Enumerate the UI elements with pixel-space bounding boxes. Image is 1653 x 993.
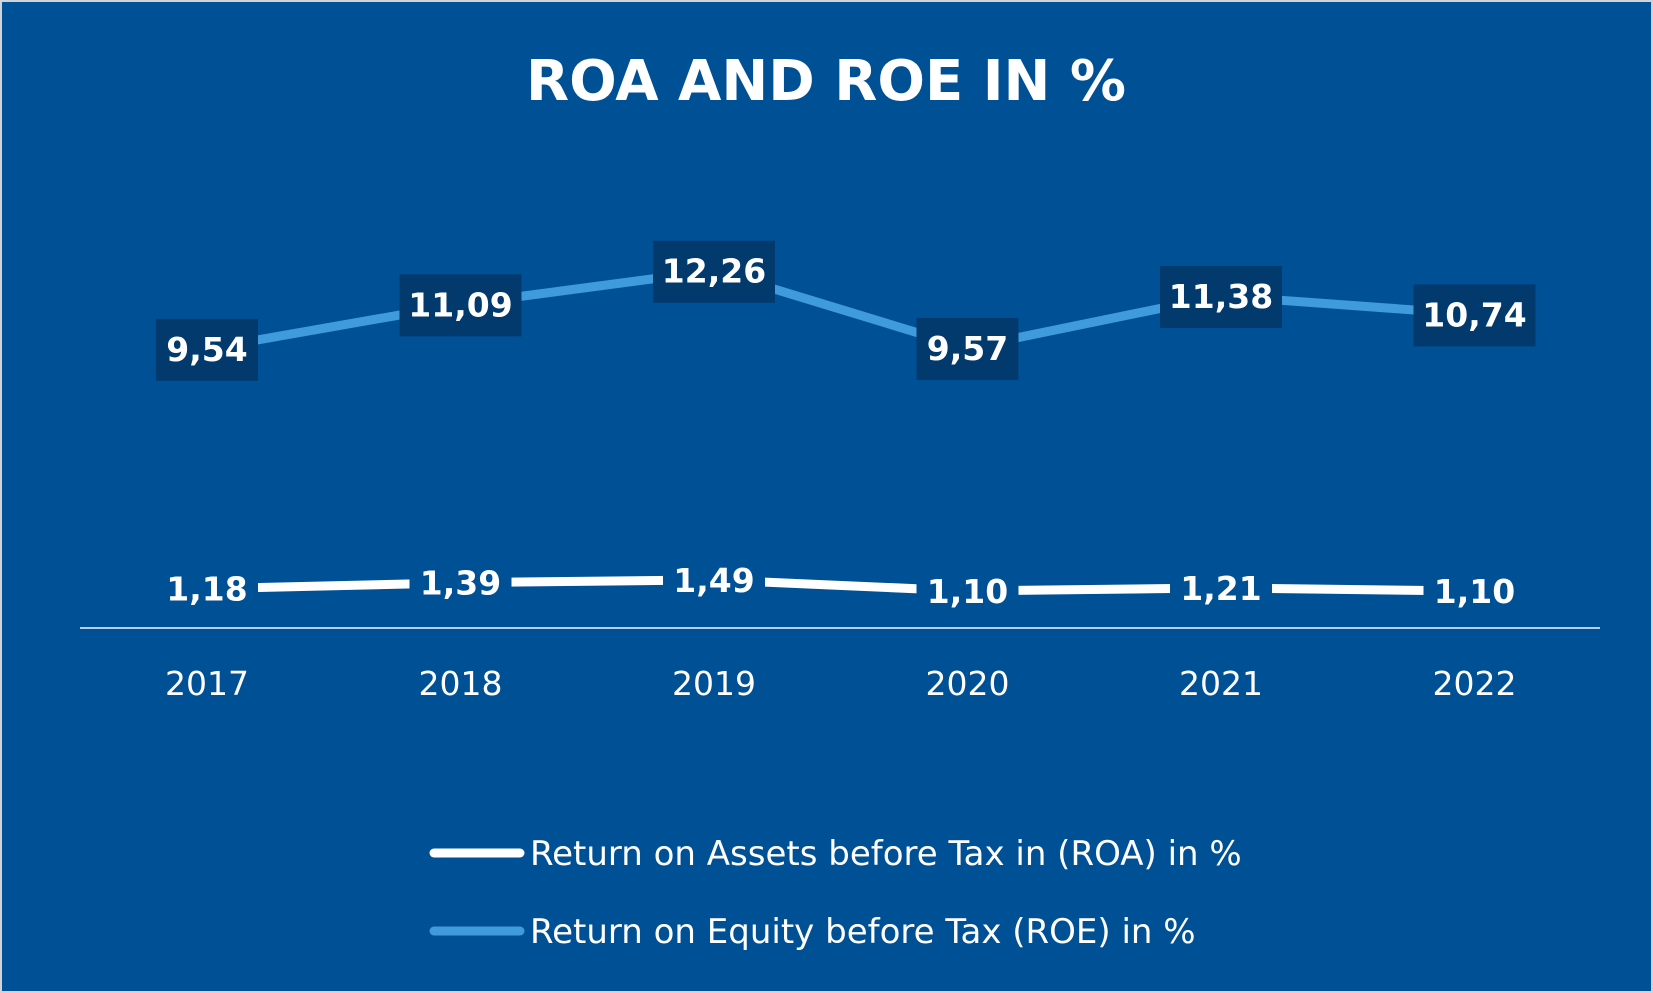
data-label-roe: 12,26 [653, 240, 775, 303]
data-label-box [1160, 265, 1282, 328]
data-label-roa: 1,18 [156, 558, 258, 621]
data-label-text: 1,18 [166, 570, 247, 609]
data-label-box [399, 274, 522, 337]
data-label-box [1413, 284, 1536, 347]
data-label-box [916, 317, 1019, 380]
data-label-box [663, 549, 765, 612]
data-label-box [916, 561, 1019, 624]
series-line-roa [202, 575, 1479, 596]
data-label-layer: 1,18 1,39 1,49 1,10 1,21 1,10 9,54 11,09 12,26 9,… [156, 240, 1536, 624]
data-label-box [1170, 557, 1272, 620]
data-label-roa: 1,21 [1170, 557, 1272, 620]
data-label-text: 9,57 [927, 329, 1008, 368]
legend: Return on Assets before Tax in (ROA) in … [429, 834, 1242, 952]
data-label-roe: 9,57 [916, 317, 1019, 380]
data-label-text: 11,09 [408, 285, 512, 324]
data-label-text: 9,54 [166, 330, 247, 369]
data-label-roe: 11,38 [1160, 265, 1282, 328]
data-label-roe: 11,09 [399, 274, 522, 337]
x-tick-label: 2019 [672, 664, 756, 703]
data-label-text: 1,39 [420, 564, 501, 603]
data-label-roa: 1,10 [916, 561, 1019, 624]
data-label-text: 1,21 [1180, 569, 1261, 608]
chart-title: ROA AND ROE IN % [526, 49, 1126, 114]
data-label-roe: 10,74 [1413, 284, 1536, 347]
data-label-text: 10,74 [1422, 295, 1526, 334]
data-label-text: 1,49 [673, 561, 754, 600]
data-label-roa: 1,10 [1423, 561, 1526, 624]
legend-label-roe: Return on Equity before Tax (ROE) in % [530, 912, 1196, 952]
data-label-text: 1,10 [927, 572, 1008, 611]
data-label-box [156, 318, 258, 381]
data-label-box [653, 240, 775, 303]
data-label-text: 11,38 [1169, 277, 1273, 316]
x-tick-label: 2020 [926, 664, 1010, 703]
data-label-box [409, 552, 512, 615]
data-label-text: 1,10 [1434, 572, 1515, 611]
x-tick-label: 2017 [165, 664, 249, 703]
legend-label-roa: Return on Assets before Tax in (ROA) in … [530, 834, 1242, 874]
data-label-roa: 1,49 [663, 549, 765, 612]
data-label-roe: 9,54 [156, 318, 258, 381]
x-tick-label: 2022 [1433, 664, 1517, 703]
x-tick-label: 2021 [1179, 664, 1263, 703]
series-line-roe [202, 266, 1479, 354]
legend-item-roa: Return on Assets before Tax in (ROA) in … [429, 834, 1242, 874]
x-axis-ticks: 2017 2018 2019 2020 2021 2022 [165, 664, 1516, 703]
data-label-box [156, 558, 258, 621]
series-layer [202, 266, 1479, 596]
data-label-text: 12,26 [662, 252, 766, 291]
legend-item-roe: Return on Equity before Tax (ROE) in % [429, 912, 1196, 952]
x-tick-label: 2018 [419, 664, 503, 703]
data-label-box [1423, 561, 1526, 624]
data-label-roa: 1,39 [409, 552, 512, 615]
